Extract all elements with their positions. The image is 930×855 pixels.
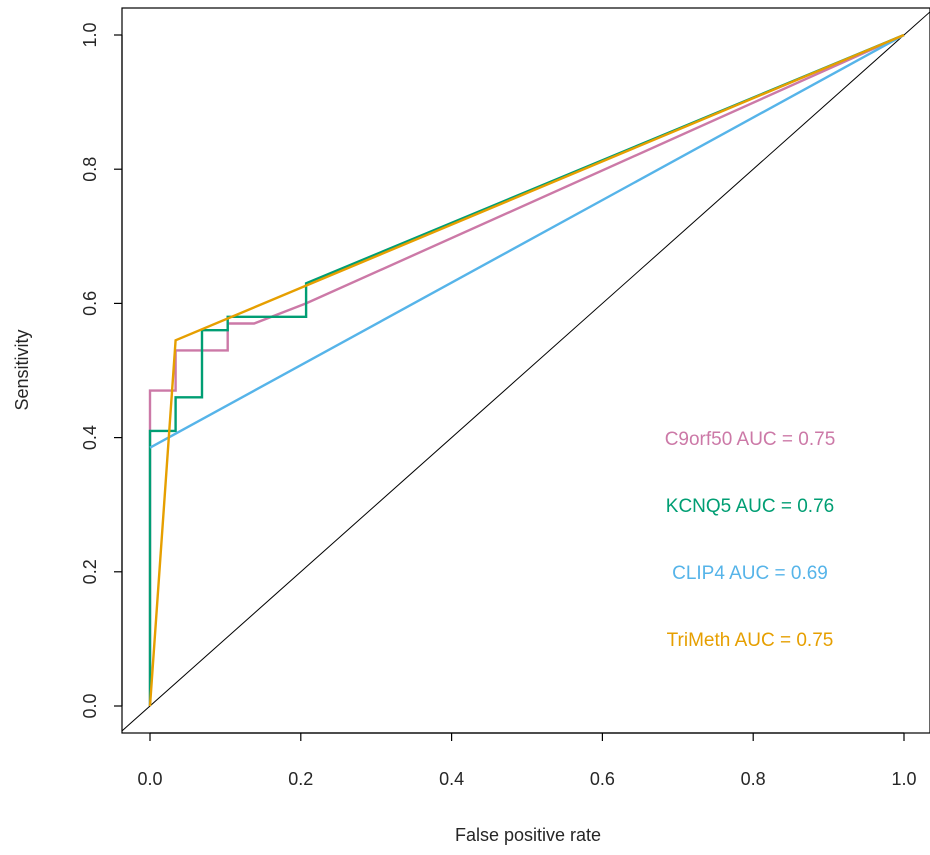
y-axis-title: Sensitivity bbox=[12, 329, 32, 410]
x-tick-label: 0.6 bbox=[590, 769, 615, 789]
legend-label: TriMeth AUC = 0.75 bbox=[667, 630, 834, 651]
y-tick-label: 0.8 bbox=[80, 157, 100, 182]
legend: C9orf50 AUC = 0.75 KCNQ5 AUC = 0.76 CLIP4 … bbox=[665, 429, 836, 651]
x-axis-title: False positive rate bbox=[455, 825, 601, 845]
y-tick-label: 0.4 bbox=[80, 425, 100, 450]
x-tick-label: 0.2 bbox=[288, 769, 313, 789]
legend-label: CLIP4 AUC = 0.69 bbox=[672, 563, 828, 584]
x-tick-label: 1.0 bbox=[891, 769, 916, 789]
legend-label: C9orf50 AUC = 0.75 bbox=[665, 429, 836, 450]
y-tick-label: 0.2 bbox=[80, 559, 100, 584]
plot-lines bbox=[122, 11, 930, 732]
diagonal-reference-line bbox=[122, 11, 930, 732]
x-tick-label: 0.8 bbox=[741, 769, 766, 789]
x-axis: 0.0 0.2 0.4 0.6 0.8 1.0 bbox=[137, 732, 917, 789]
plot-frame bbox=[121, 7, 930, 734]
x-tick-label: 0.4 bbox=[439, 769, 464, 789]
y-tick-label: 1.0 bbox=[80, 22, 100, 47]
legend-label: KCNQ5 AUC = 0.76 bbox=[666, 496, 834, 517]
y-axis: 0.0 0.2 0.4 0.6 0.8 1.0 bbox=[80, 22, 123, 719]
y-tick-label: 0.6 bbox=[80, 291, 100, 316]
y-tick-label: 0.0 bbox=[80, 693, 100, 718]
roc-curve-3 bbox=[149, 33, 905, 449]
x-tick-label: 0.0 bbox=[137, 769, 162, 789]
roc-curve-4 bbox=[148, 33, 905, 707]
